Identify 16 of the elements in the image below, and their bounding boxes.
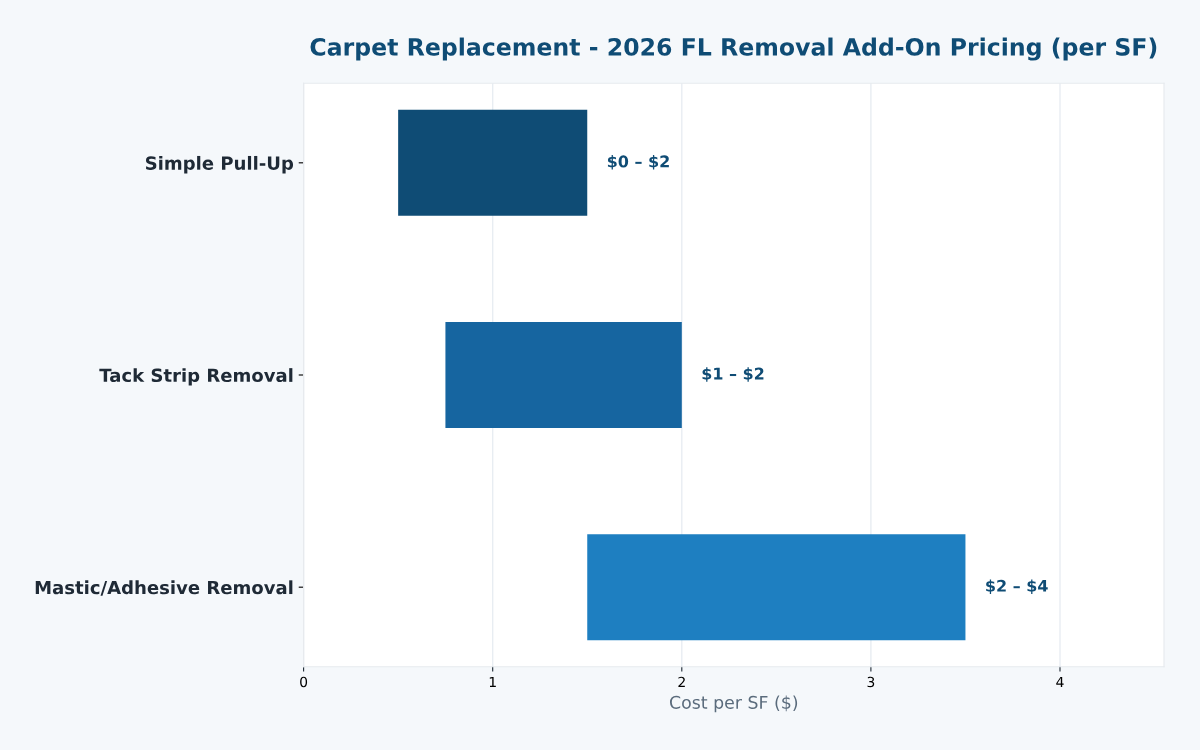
y-tick-label: Mastic/Adhesive Removal (35, 580, 293, 596)
annotation: $2 – $4 (986, 579, 1048, 594)
bar (587, 534, 966, 641)
x-tick-label: 2 (678, 676, 685, 688)
annotation: $1 – $2 (702, 367, 764, 382)
bar (398, 109, 588, 216)
x-tick-label: 1 (489, 676, 496, 688)
chart-title: Carpet Replacement - 2026 FL Removal Add-On Pricing (per SF) (310, 37, 1157, 61)
x-tick-label: 3 (867, 676, 875, 688)
y-tick-label: Simple Pull-Up (145, 155, 294, 174)
annotation: $0 – $2 (607, 155, 669, 170)
x-axis-title: Cost per SF ($) (669, 695, 798, 713)
bar (445, 321, 682, 429)
y-tick-label: Tack Strip Removal (99, 368, 293, 386)
x-tick-label: 0 (300, 676, 308, 688)
x-tick-label: 4 (1056, 676, 1064, 688)
